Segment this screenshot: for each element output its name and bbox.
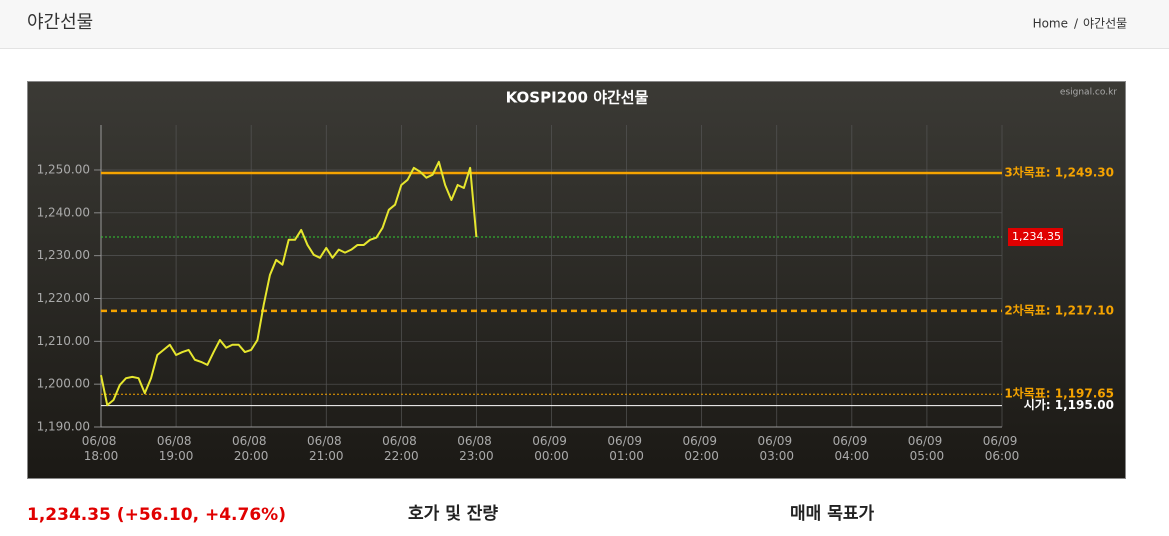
y-tick-label: 1,220.00 xyxy=(37,291,90,305)
chart-source: esignal.co.kr xyxy=(1060,88,1117,98)
x-tick-label: 06/09 01:00 xyxy=(607,434,645,463)
breadcrumb-link[interactable]: Home xyxy=(1033,17,1068,31)
y-tick-label: 1,240.00 xyxy=(37,205,90,219)
breadcrumb-separator: / xyxy=(1074,17,1079,31)
price-label-box xyxy=(1008,228,1063,247)
x-tick-label: 06/09 00:00 xyxy=(532,434,570,463)
chart-title: KOSPI200 야간선물 xyxy=(506,89,649,107)
x-tick-label: 06/09 02:00 xyxy=(682,434,720,463)
x-tick-label: 06/08 21:00 xyxy=(307,434,345,463)
reference-label: 시가: 1,195.00 xyxy=(1024,397,1114,412)
page-title: 야간선물 xyxy=(27,12,93,33)
breadcrumb-current: 야간선물 xyxy=(1083,17,1127,31)
y-tick-label: 1,200.00 xyxy=(37,377,90,391)
price-label: 1,234.35 xyxy=(1012,230,1061,243)
price-line xyxy=(100,160,478,407)
reference-label: 3차목표: 1,249.30 xyxy=(1004,164,1114,179)
reference-label: 1차목표: 1,197.65 xyxy=(1004,386,1114,401)
section-heading: 호가 및 잔량 xyxy=(408,504,498,524)
x-tick-label: 06/08 22:00 xyxy=(382,434,420,463)
section-heading: 매매 목표가 xyxy=(790,504,874,524)
x-tick-label: 06/09 05:00 xyxy=(908,434,946,463)
x-tick-label: 06/08 18:00 xyxy=(82,434,120,463)
x-tick-label: 06/09 06:00 xyxy=(983,434,1021,463)
y-tick-label: 1,210.00 xyxy=(37,334,90,348)
header-bar xyxy=(0,0,1169,48)
x-tick-label: 06/08 23:00 xyxy=(457,434,495,463)
chart-panel xyxy=(27,81,1126,479)
x-tick-label: 06/08 20:00 xyxy=(232,434,270,463)
y-tick-label: 1,190.00 xyxy=(37,420,90,434)
x-tick-label: 06/08 19:00 xyxy=(157,434,195,463)
y-tick-label: 1,230.00 xyxy=(37,248,90,262)
reference-label: 2차목표: 1,217.10 xyxy=(1004,302,1114,317)
price-summary: 1,234.35 (+56.10, +4.76%) xyxy=(27,505,286,525)
y-tick-label: 1,250.00 xyxy=(37,162,90,176)
x-tick-label: 06/09 04:00 xyxy=(833,434,871,463)
x-tick-label: 06/09 03:00 xyxy=(758,434,796,463)
